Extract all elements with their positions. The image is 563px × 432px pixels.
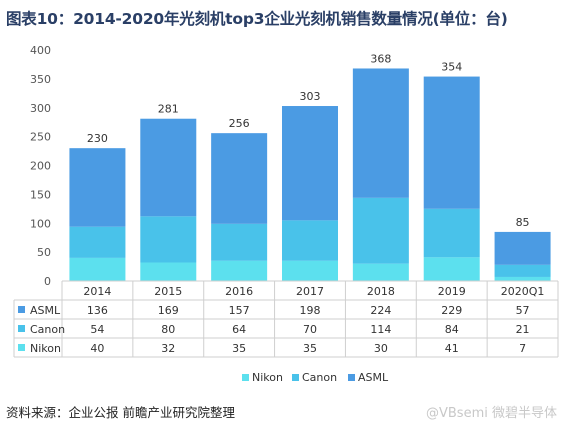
bar-nikon-2020Q1 (494, 276, 551, 281)
y-tick-label-3: 150 (30, 188, 51, 201)
bar-canon-2017 (282, 220, 338, 261)
x-tick-label-2020Q1: 2020Q1 (501, 285, 545, 298)
table-swatch-nikon (18, 344, 25, 351)
bar-asml-2014 (69, 148, 126, 227)
table-cell-asml-2019: 229 (441, 304, 462, 317)
table-cell-canon-2015: 80 (161, 323, 175, 336)
y-tick-label-5: 250 (30, 131, 51, 144)
bar-canon-2014 (69, 226, 126, 258)
y-tick-label-8: 400 (30, 44, 51, 57)
bar-nikon-2016 (211, 260, 268, 281)
table-cell-asml-2020Q1: 57 (516, 304, 530, 317)
total-label-2014: 230 (87, 132, 108, 145)
bar-canon-2018 (352, 197, 409, 264)
table-cell-canon-2020Q1: 21 (516, 323, 530, 336)
y-tick-label-0: 0 (44, 275, 51, 288)
table-cell-canon-2016: 64 (232, 323, 246, 336)
y-tick-label-1: 50 (37, 246, 51, 259)
legend-label-asml: ASML (358, 371, 389, 384)
table-cell-nikon-2018: 30 (374, 342, 388, 355)
table-cell-asml-2018: 224 (370, 304, 391, 317)
table-cell-nikon-2019: 41 (445, 342, 459, 355)
table-cell-nikon-2015: 32 (161, 342, 175, 355)
legend-swatch-canon (292, 374, 299, 381)
legend-label-nikon: Nikon (252, 371, 283, 384)
total-label-2019: 354 (441, 61, 462, 74)
table-row-label-canon: Canon (30, 323, 65, 336)
table-cell-nikon-2017: 35 (303, 342, 317, 355)
total-label-2020Q1: 85 (516, 216, 530, 229)
y-tick-label-4: 200 (30, 160, 51, 173)
x-tick-label-2017: 2017 (296, 285, 324, 298)
bar-nikon-2018 (352, 263, 409, 281)
table-cell-canon-2019: 84 (445, 323, 459, 336)
x-tick-label-2014: 2014 (83, 285, 111, 298)
bar-asml-2015 (140, 118, 197, 217)
total-label-2016: 256 (229, 117, 250, 130)
bar-nikon-2015 (140, 262, 197, 281)
bar-asml-2019 (423, 76, 480, 209)
table-cell-canon-2014: 54 (90, 323, 104, 336)
y-tick-label-6: 300 (30, 102, 51, 115)
table-row-label-asml: ASML (30, 304, 61, 317)
table-cell-asml-2017: 198 (300, 304, 321, 317)
x-tick-label-2015: 2015 (154, 285, 182, 298)
bar-canon-2019 (423, 208, 480, 258)
bar-asml-2020Q1 (494, 231, 551, 265)
table-swatch-asml (18, 306, 25, 313)
bar-canon-2015 (140, 216, 197, 263)
bar-nikon-2017 (282, 260, 338, 281)
legend-label-canon: Canon (302, 371, 337, 384)
table-cell-canon-2018: 114 (370, 323, 391, 336)
bar-canon-2016 (211, 223, 268, 261)
y-tick-label-2: 100 (30, 217, 51, 230)
x-tick-label-2018: 2018 (367, 285, 395, 298)
legend-swatch-nikon (242, 374, 249, 381)
x-tick-label-2019: 2019 (438, 285, 466, 298)
bar-asml-2016 (211, 133, 268, 224)
table-row-label-nikon: Nikon (30, 342, 61, 355)
table-cell-nikon-2016: 35 (232, 342, 246, 355)
total-label-2017: 303 (300, 90, 321, 103)
bar-asml-2017 (282, 106, 338, 221)
table-cell-nikon-2020Q1: 7 (519, 342, 526, 355)
legend-swatch-asml (348, 374, 355, 381)
table-cell-asml-2016: 157 (229, 304, 250, 317)
bar-canon-2020Q1 (494, 264, 551, 277)
bar-nikon-2019 (423, 257, 480, 281)
x-tick-label-2016: 2016 (225, 285, 253, 298)
table-cell-asml-2015: 169 (158, 304, 179, 317)
watermark: @VBsemi 微碧半导体 (426, 406, 557, 421)
bar-asml-2018 (352, 68, 409, 198)
table-cell-canon-2017: 70 (303, 323, 317, 336)
source-note: 资料来源：企业公报 前瞻产业研究院整理 (6, 405, 235, 420)
y-tick-label-7: 350 (30, 73, 51, 86)
table-cell-nikon-2014: 40 (90, 342, 104, 355)
bar-nikon-2014 (69, 257, 126, 281)
table-cell-asml-2014: 136 (87, 304, 108, 317)
total-label-2018: 368 (370, 52, 391, 65)
table-swatch-canon (18, 325, 25, 332)
chart-title: 图表10：2014-2020年光刻机top3企业光刻机销售数量情况(单位：台) (6, 10, 508, 28)
total-label-2015: 281 (158, 103, 179, 116)
